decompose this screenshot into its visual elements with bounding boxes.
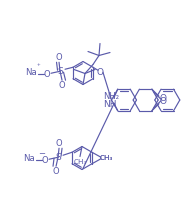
Text: CH₃: CH₃ xyxy=(73,159,87,166)
Text: NH: NH xyxy=(103,100,117,109)
Text: O: O xyxy=(53,167,59,176)
Text: CH₃: CH₃ xyxy=(99,155,113,161)
Text: S: S xyxy=(55,153,61,162)
Text: O: O xyxy=(159,94,166,103)
Text: O: O xyxy=(56,53,62,62)
Text: S: S xyxy=(57,67,63,76)
Text: O: O xyxy=(59,81,65,90)
Text: O: O xyxy=(42,156,48,165)
Text: ⁺: ⁺ xyxy=(36,64,40,70)
Text: O: O xyxy=(56,139,62,148)
Text: O: O xyxy=(159,97,166,106)
Text: −: − xyxy=(39,149,46,158)
Text: Na: Na xyxy=(23,154,35,163)
Text: Na: Na xyxy=(25,68,37,77)
Text: NH₂: NH₂ xyxy=(103,92,119,101)
Text: O: O xyxy=(44,70,50,79)
Text: CH₃: CH₃ xyxy=(99,155,113,161)
Text: O: O xyxy=(96,68,103,77)
